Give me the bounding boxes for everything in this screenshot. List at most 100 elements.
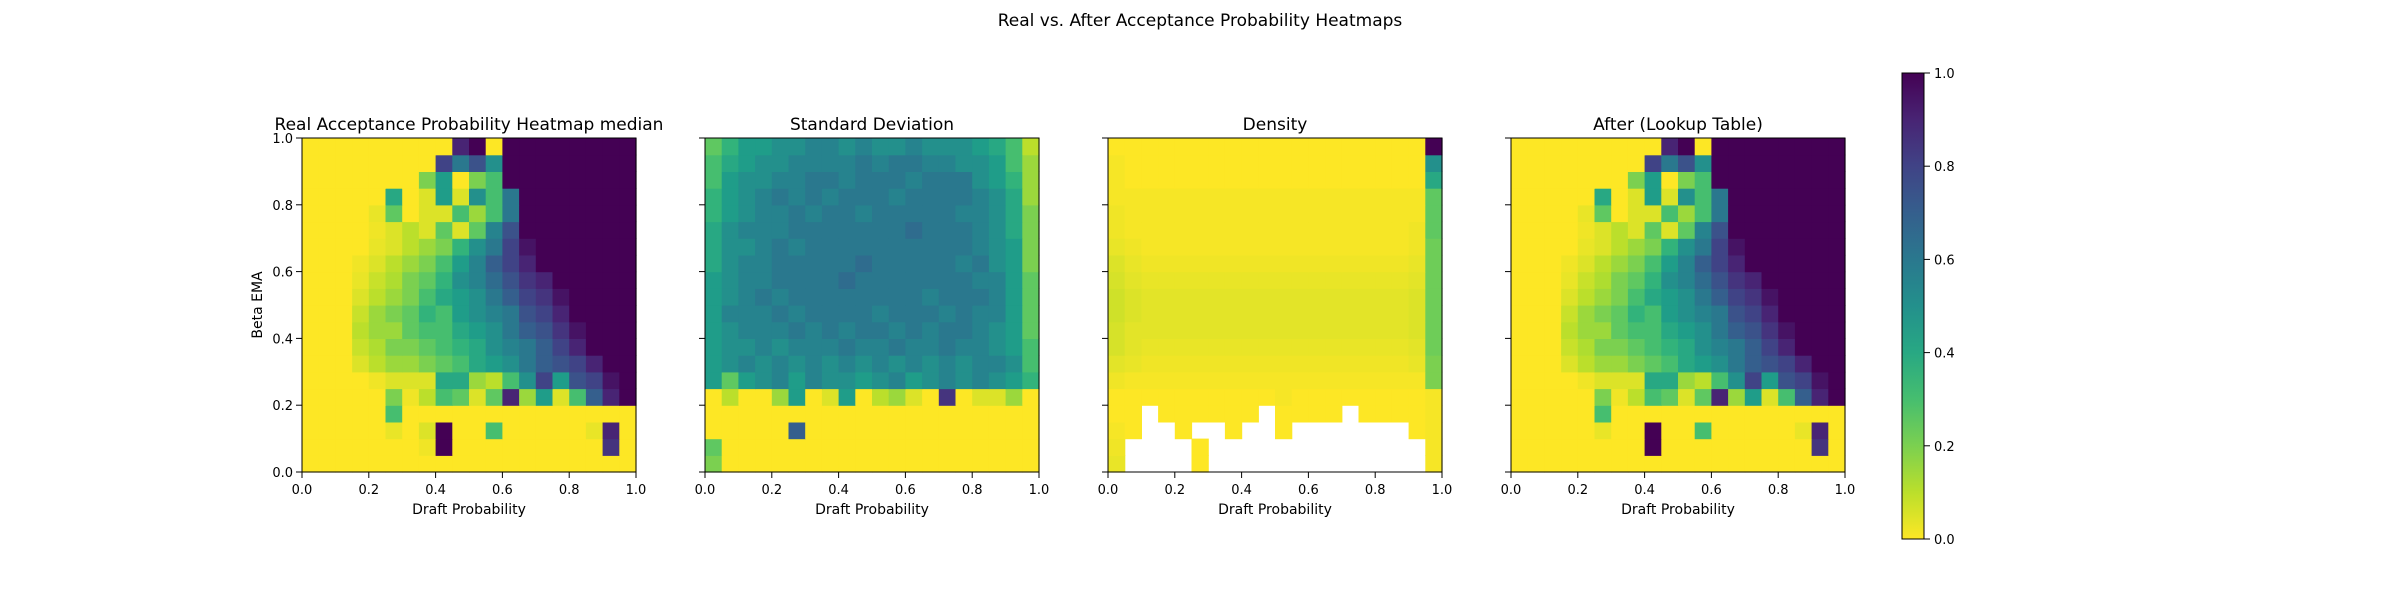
heatmap-cell	[1828, 154, 1846, 172]
heatmap-cell	[738, 188, 756, 206]
heatmap-cell	[1022, 305, 1040, 323]
heatmap-cell	[1544, 338, 1562, 356]
heatmap-cell	[1661, 221, 1679, 239]
heatmap-cell	[1611, 305, 1629, 323]
heatmap-cell	[469, 138, 487, 156]
heatmap-cell	[552, 355, 570, 373]
heatmap-cell	[1761, 138, 1779, 156]
heatmap-cell	[1408, 371, 1426, 390]
heatmap-cell	[1341, 355, 1360, 373]
heatmap-cell	[1174, 204, 1193, 223]
heatmap-cell	[1325, 271, 1343, 289]
heatmap-cell	[435, 221, 453, 239]
heatmap-cell	[788, 171, 806, 189]
heatmap-cell	[569, 405, 587, 423]
heatmap-cell	[1208, 305, 1226, 323]
heatmap-cell	[335, 421, 353, 440]
heatmap-cell	[402, 371, 420, 390]
heatmap-cell	[1408, 188, 1426, 206]
heatmap-cell	[1711, 138, 1729, 156]
heatmap-cell	[972, 138, 990, 156]
heatmap-cell	[402, 438, 420, 456]
heatmap-cell	[619, 154, 637, 172]
heatmap-cell	[1005, 221, 1023, 239]
heatmap-cell	[922, 321, 940, 339]
heatmap-cell	[721, 355, 739, 373]
heatmap-cell	[1511, 221, 1529, 239]
heatmap-cell	[368, 271, 387, 289]
heatmap-cell	[469, 388, 487, 406]
heatmap-cell	[755, 455, 773, 473]
heatmap-cell	[569, 455, 587, 473]
heatmap-cell	[1341, 305, 1360, 323]
heatmap-cell	[318, 338, 336, 356]
heatmap-cell	[705, 288, 723, 306]
heatmap-cell	[1158, 405, 1176, 423]
heatmap-cell	[1594, 321, 1612, 339]
heatmap-cell	[888, 355, 906, 373]
heatmap-cell	[1811, 388, 1829, 406]
heatmap-cell	[1191, 321, 1209, 339]
heatmap-cell	[771, 405, 790, 423]
heatmap-cell	[1627, 238, 1646, 256]
heatmap-cell	[1661, 321, 1679, 339]
heatmap-cell	[1158, 204, 1176, 223]
heatmap-cell	[1141, 288, 1159, 306]
heatmap-cell	[738, 438, 756, 456]
heatmap-cell	[838, 188, 856, 206]
heatmap-cell	[1594, 221, 1612, 239]
heatmap-cell	[805, 405, 823, 423]
heatmap-cell	[1308, 288, 1326, 306]
heatmap-cell	[988, 238, 1007, 256]
heatmap-cell	[1425, 238, 1443, 256]
heatmap-cell	[1241, 154, 1259, 172]
heatmap-cell	[452, 321, 470, 339]
heatmap-cell	[1678, 305, 1696, 323]
heatmap-cell	[619, 288, 637, 306]
heatmap-cell	[1325, 154, 1343, 172]
heatmap-cell	[1308, 171, 1326, 189]
heatmap-cell	[1627, 171, 1646, 189]
heatmap-cell	[1191, 388, 1209, 406]
heatmap-cell	[905, 355, 923, 373]
heatmap-cell	[955, 388, 973, 406]
heatmap-cell	[1308, 338, 1326, 356]
heatmap-cell	[938, 305, 957, 323]
heatmap-cell	[1224, 305, 1243, 323]
colorbar-tick-label: 0.0	[1934, 533, 1955, 548]
heatmap-cell	[1744, 154, 1763, 172]
heatmap-cell	[519, 438, 537, 456]
heatmap-cell	[938, 221, 957, 239]
axes-frame	[1510, 137, 1846, 473]
heatmap-cell	[1611, 388, 1629, 406]
heatmap-cell	[838, 171, 856, 189]
heatmap-cell	[821, 455, 840, 473]
heatmap-cell	[318, 154, 336, 172]
x-axis-label: Draft Probability	[412, 502, 526, 518]
heatmap-cell	[771, 388, 790, 406]
heatmap-cell	[1174, 321, 1193, 339]
heatmap-cell	[435, 405, 453, 423]
heatmap-cell	[318, 421, 336, 440]
heatmap-cell	[1811, 254, 1829, 273]
heatmap-cell	[1375, 204, 1393, 223]
heatmap-cell	[1611, 154, 1629, 172]
heatmap-cell	[302, 171, 320, 189]
heatmap-cell	[938, 271, 957, 289]
heatmap-cell	[1022, 221, 1040, 239]
heatmap-cell	[585, 371, 604, 390]
heatmap-cell	[302, 338, 320, 356]
heatmap-cell	[705, 388, 723, 406]
heatmap-cell	[1644, 305, 1662, 323]
heatmap-cell	[1728, 171, 1746, 189]
heatmap-cell	[352, 204, 370, 223]
heatmap-cell	[1108, 438, 1126, 456]
heatmap-cell	[988, 355, 1007, 373]
heatmap-cell	[435, 204, 453, 223]
heatmap-cell	[1208, 371, 1226, 390]
heatmap-cell	[418, 271, 437, 289]
heatmap-cell	[1627, 455, 1646, 473]
heatmap-cell	[988, 421, 1007, 440]
heatmap-cell	[1611, 438, 1629, 456]
heatmap-cell	[1694, 371, 1712, 390]
